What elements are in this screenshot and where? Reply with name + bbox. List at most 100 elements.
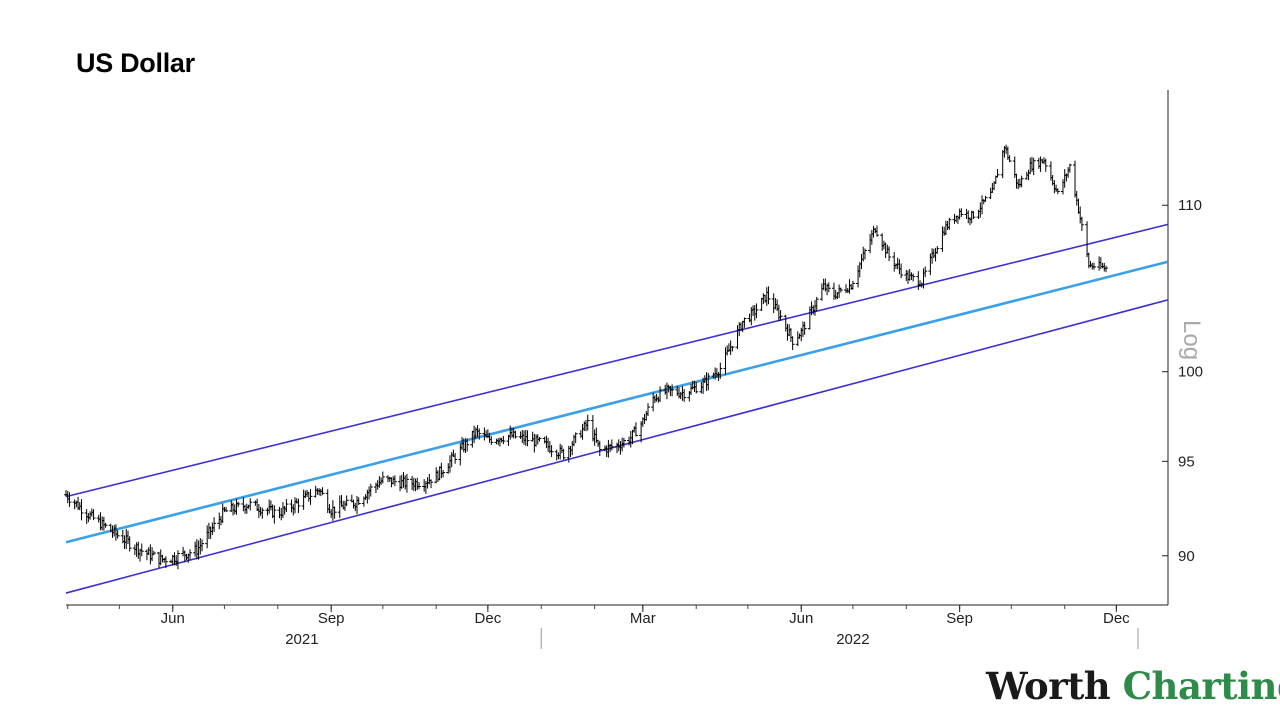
- price-bar: [633, 422, 638, 437]
- price-bar: [513, 430, 518, 439]
- price-bar: [236, 501, 241, 508]
- price-bar: [489, 436, 494, 445]
- channel-upper-line: [65, 223, 1169, 498]
- price-bar: [212, 517, 217, 533]
- x-tick-label: Mar: [630, 610, 656, 627]
- price-bar: [248, 498, 253, 511]
- price-bar: [959, 208, 964, 217]
- x-tick-label: Sep: [318, 610, 345, 627]
- price-bar: [682, 389, 687, 402]
- price-bar: [392, 475, 397, 487]
- price-bar: [1055, 188, 1060, 195]
- price-bar: [875, 225, 880, 237]
- price-bar: [850, 280, 855, 290]
- price-bar: [971, 211, 976, 220]
- price-bar: [694, 382, 699, 394]
- price-bar: [525, 430, 530, 447]
- price-bar: [356, 497, 361, 505]
- price-bar: [561, 448, 566, 460]
- price-bar: [465, 438, 470, 452]
- price-bar: [1067, 163, 1072, 173]
- price-bar: [1085, 221, 1090, 258]
- price-bars: [64, 144, 1109, 570]
- price-bar: [296, 498, 301, 514]
- price-bar: [477, 428, 482, 440]
- price-bar: [730, 346, 735, 352]
- chart-title: US Dollar: [76, 48, 195, 78]
- x-tick-label: Dec: [1103, 610, 1130, 627]
- price-bar: [103, 522, 108, 528]
- price-bar: [537, 436, 542, 442]
- price-bar: [163, 556, 168, 569]
- price-bar: [995, 169, 1000, 178]
- axis-frame: [66, 90, 1169, 606]
- price-bar: [368, 483, 373, 497]
- price-bar: [670, 384, 675, 397]
- price-bar: [224, 506, 229, 512]
- price-bar: [453, 452, 458, 464]
- log-scale-label: Log: [1178, 320, 1205, 360]
- price-bar: [115, 530, 120, 539]
- price-bar: [609, 439, 614, 451]
- price-bar: [187, 549, 192, 560]
- price-bar: [320, 487, 325, 495]
- price-bar: [91, 509, 96, 521]
- price-bar: [260, 507, 265, 519]
- x-year-label: 2022: [836, 631, 869, 648]
- price-bar: [284, 499, 289, 513]
- price-bar: [1007, 155, 1012, 163]
- price-bar: [862, 248, 867, 260]
- x-tick-label: Jun: [789, 610, 813, 627]
- price-bar: [404, 473, 409, 493]
- price-bar: [332, 506, 337, 519]
- x-tick-label: Dec: [475, 610, 502, 627]
- price-bar: [1079, 216, 1084, 232]
- price-bar: [983, 195, 988, 202]
- price-bar: [67, 492, 72, 507]
- y-axis-ticks: 90 95 100 110: [1162, 197, 1203, 565]
- price-bar: [658, 386, 663, 403]
- price-bar: [706, 372, 711, 391]
- x-year-label: 2021: [285, 631, 318, 648]
- price-bar: [549, 445, 554, 457]
- x-axis-ticks: Jun Sep Dec Mar Jun Sep Dec: [161, 605, 1130, 627]
- price-bar: [501, 435, 506, 445]
- price-bar: [151, 550, 156, 556]
- price-bar: [802, 321, 807, 335]
- price-bar: [441, 470, 446, 478]
- price-bar: [899, 263, 904, 279]
- price-bar: [621, 437, 626, 448]
- price-bar: [585, 414, 590, 431]
- price-bar: [380, 471, 385, 484]
- price-bar: [175, 550, 180, 570]
- price-bar: [911, 273, 916, 282]
- price-bar: [814, 296, 819, 312]
- price-bar: [1019, 175, 1024, 188]
- x-tick-label: Sep: [946, 610, 973, 627]
- price-bar: [1104, 265, 1109, 273]
- price-bar: [416, 482, 421, 490]
- price-bar: [935, 246, 940, 254]
- price-bar: [79, 499, 84, 521]
- price-bar: [1091, 262, 1096, 270]
- price-bar: [838, 287, 843, 293]
- channel-mid-line: [65, 260, 1169, 544]
- price-bar: [826, 282, 831, 293]
- price-bar: [139, 543, 144, 557]
- x-minor-ticks: [67, 605, 1117, 609]
- price-bar: [947, 217, 952, 230]
- price-bar: [344, 495, 349, 507]
- y-tick-label: 110: [1178, 197, 1202, 214]
- brand-logo: Worth Charting: [986, 664, 1280, 708]
- price-bar: [127, 536, 132, 552]
- price-bar: [766, 286, 771, 305]
- price-bar: [645, 403, 650, 417]
- price-bar: [718, 362, 723, 379]
- price-bar: [754, 303, 759, 319]
- price-bar: [272, 505, 277, 524]
- x-year-labels: 2021 2022: [285, 628, 1139, 649]
- price-bar: [923, 266, 928, 278]
- price-bar: [573, 432, 578, 444]
- price-bar: [887, 246, 892, 262]
- y-tick-label: 100: [1178, 364, 1203, 381]
